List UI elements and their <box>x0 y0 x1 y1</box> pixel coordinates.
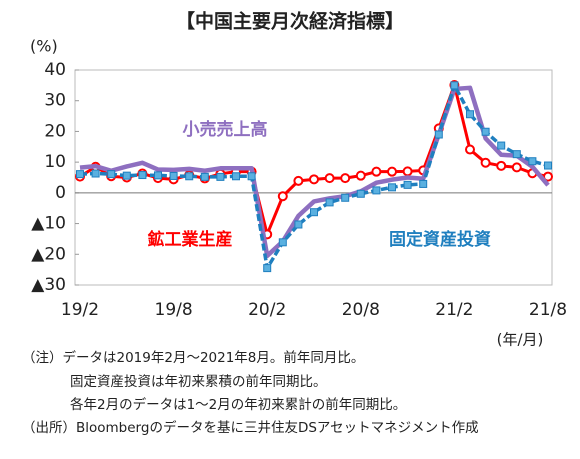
point-marker <box>169 171 178 180</box>
chart-title: 【中国主要月次経済指標】 <box>176 10 404 33</box>
point-marker <box>293 175 304 186</box>
point-marker <box>496 160 507 171</box>
point-marker <box>387 166 397 177</box>
y-tick-label: 0 <box>55 183 66 203</box>
note: 固定資産投資は年初来累積の前年同期比。 <box>70 373 327 390</box>
x-tick-label: 20/2 <box>248 300 286 320</box>
point-marker <box>107 170 116 179</box>
note: （出所）Bloombergのデータを基に三井住友DSアセットマネジメント作成 <box>22 419 479 436</box>
point-marker <box>325 198 334 207</box>
point-marker <box>232 172 240 181</box>
point-marker <box>497 141 506 150</box>
x-tick-label: 19/2 <box>61 300 99 320</box>
note: 各年2月のデータは1～2月の年初来累計の前年同期比。 <box>70 396 406 413</box>
point-marker <box>481 127 490 136</box>
point-marker <box>91 169 100 178</box>
point-marker <box>324 173 335 184</box>
point-marker <box>403 180 412 189</box>
point-marker <box>528 157 537 166</box>
point-marker <box>122 171 131 180</box>
point-marker <box>341 193 350 202</box>
y-tick-label: ▲20 <box>31 244 66 264</box>
x-tick-label: 20/8 <box>342 300 380 320</box>
x-tick-label: 21/8 <box>529 300 567 320</box>
series-label: 固定資産投資 <box>389 229 491 250</box>
point-marker <box>355 170 366 181</box>
series-label: 小売売上高 <box>183 119 268 140</box>
note: （注）データは2019年2月～2021年8月。前年同月比。 <box>22 349 364 366</box>
series-line <box>79 85 550 259</box>
y-tick-label: 30 <box>44 91 66 111</box>
point-marker <box>200 172 209 181</box>
x-axis-label: (年/月) <box>497 331 544 349</box>
point-marker <box>76 170 84 179</box>
x-tick-label: 21/2 <box>435 300 473 320</box>
point-marker <box>278 238 287 247</box>
point-marker <box>138 171 147 180</box>
point-marker <box>434 130 443 139</box>
point-marker <box>419 179 428 188</box>
point-marker <box>263 264 272 273</box>
point-marker <box>185 172 194 181</box>
point-marker <box>465 144 475 155</box>
point-marker <box>402 166 413 177</box>
point-marker <box>154 171 162 180</box>
point-marker <box>372 186 381 195</box>
point-marker <box>216 172 225 181</box>
point-marker <box>310 208 318 217</box>
point-marker <box>294 220 303 229</box>
point-marker <box>512 150 521 159</box>
point-marker <box>543 171 553 182</box>
point-marker <box>511 162 522 173</box>
point-marker <box>309 174 319 185</box>
point-marker <box>356 189 365 198</box>
y-tick-label: ▲10 <box>31 214 66 234</box>
x-tick-label: 19/8 <box>155 300 193 320</box>
y-axis-label: (%) <box>30 37 58 56</box>
point-marker <box>450 81 459 90</box>
point-marker <box>340 173 351 184</box>
point-marker <box>466 110 474 119</box>
series-label: 鉱工業生産 <box>148 229 233 250</box>
point-marker <box>388 183 396 192</box>
y-tick-label: ▲30 <box>31 275 66 295</box>
point-marker <box>277 191 288 202</box>
y-tick-label: 20 <box>44 121 66 141</box>
point-marker <box>480 157 491 168</box>
y-tick-label: 10 <box>44 152 66 172</box>
point-marker <box>544 161 552 170</box>
point-marker <box>247 172 256 181</box>
point-marker <box>371 166 382 177</box>
y-tick-label: 40 <box>44 60 66 80</box>
